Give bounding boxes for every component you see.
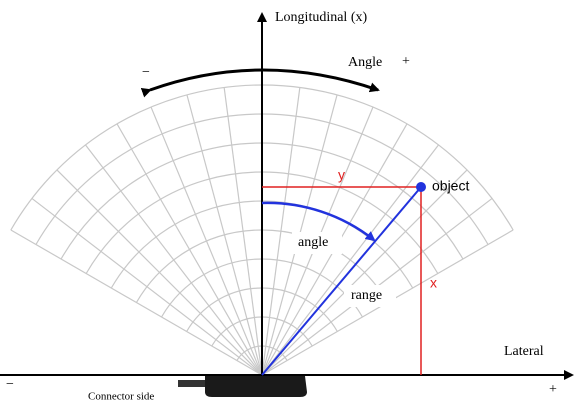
angle-plus: + [402,54,410,69]
label-bg [292,232,342,254]
object-point [416,182,426,192]
object-label: object [432,178,469,194]
longitudinal-label: Longitudinal (x) [275,10,367,25]
angle-arc [261,201,376,242]
label-bg [344,285,396,307]
grid-line [84,144,263,376]
connector [205,376,307,397]
angle-minus: − [142,65,150,80]
connector-label: Connector side [88,391,154,403]
grid-line [186,94,263,376]
y-label: y [338,167,345,183]
cable [178,380,206,387]
angle-label: angle [298,235,328,250]
grid-line [116,123,263,376]
lateral-minus: − [6,377,14,392]
grid-line [56,169,263,376]
range-label: range [351,288,382,303]
lateral-label: Lateral [504,344,544,359]
lateral-plus: + [549,382,557,397]
grid-line [10,229,263,376]
x-label: x [430,275,437,291]
grid-line [223,87,263,376]
range-line [261,186,422,376]
angle-arrow [140,68,380,98]
angle-title: Angle [348,55,382,70]
grid-line [31,197,263,376]
grid-line [261,87,301,376]
sensor-field-grid [10,84,514,376]
grid-line [261,144,440,376]
grid-line [261,169,468,376]
grid-line [150,106,263,376]
